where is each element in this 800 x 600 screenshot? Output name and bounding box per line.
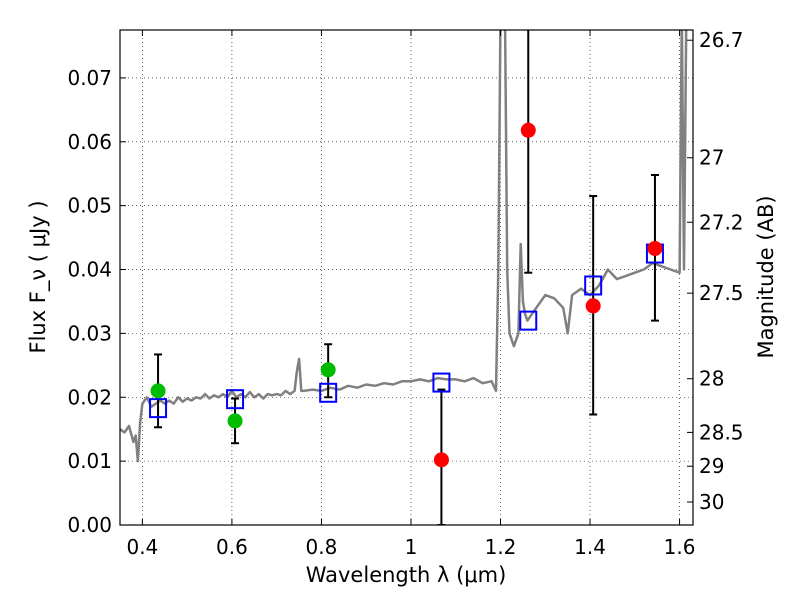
mag-tick-label: 30	[699, 490, 724, 514]
detection-point	[227, 413, 243, 429]
mag-tick-label: 27	[699, 146, 724, 170]
x-tick-label: 0.4	[126, 535, 158, 559]
x-tick-label: 0.6	[216, 535, 248, 559]
y-tick-label: 0.06	[67, 130, 112, 154]
y-tick-label: 0.05	[67, 194, 112, 218]
y-tick-label: 0.00	[67, 513, 112, 537]
mag-tick-label: 28	[699, 367, 724, 391]
nir-point	[585, 298, 601, 314]
series-layer	[120, 30, 688, 463]
nir-point	[520, 122, 536, 138]
markers-layer	[149, 30, 664, 525]
y-tick-label: 0.03	[67, 321, 112, 345]
x-tick-label: 1.4	[574, 535, 606, 559]
ticks-layer: 0.4 0.6 0.8 1 1.2 1.4 1.6 0.00 0.01 0.02 0.03 0.04 0…	[67, 28, 743, 559]
x-tick-label: 1.2	[485, 535, 517, 559]
mag-tick-label: 27.2	[699, 210, 744, 234]
sed-model-line	[120, 30, 688, 463]
y-right-axis-label: Magnitude (AB)	[754, 195, 778, 358]
model-photometry-square	[519, 310, 538, 331]
nir-point	[433, 452, 449, 468]
mag-tick-label: 27.5	[699, 281, 744, 305]
detection-point	[320, 362, 336, 378]
plot-frame	[119, 29, 694, 526]
y-tick-label: 0.07	[67, 66, 112, 90]
x-tick-label: 1.6	[664, 535, 696, 559]
y-tick-label: 0.04	[67, 258, 112, 282]
mag-tick-label: 29	[699, 454, 724, 478]
model-photometry-square	[432, 372, 451, 393]
model-photometry-square	[319, 382, 338, 403]
x-tick-label: 0.8	[306, 535, 338, 559]
model-photometry-square	[584, 275, 603, 296]
x-tick-label: 1	[405, 535, 418, 559]
y-tick-label: 0.02	[67, 385, 112, 409]
x-axis-label: Wavelength λ (μm)	[306, 563, 507, 587]
y-axis-label: Flux F_ν ( μJy )	[26, 200, 51, 353]
model-photometry-square	[226, 389, 245, 410]
nir-point	[647, 240, 663, 256]
mag-tick-label: 28.5	[699, 420, 744, 444]
y-tick-label: 0.01	[67, 449, 112, 473]
model-photometry-square	[149, 398, 168, 419]
detection-point	[150, 383, 166, 399]
plot-background	[120, 30, 693, 525]
mag-tick-label: 26.7	[699, 28, 744, 52]
